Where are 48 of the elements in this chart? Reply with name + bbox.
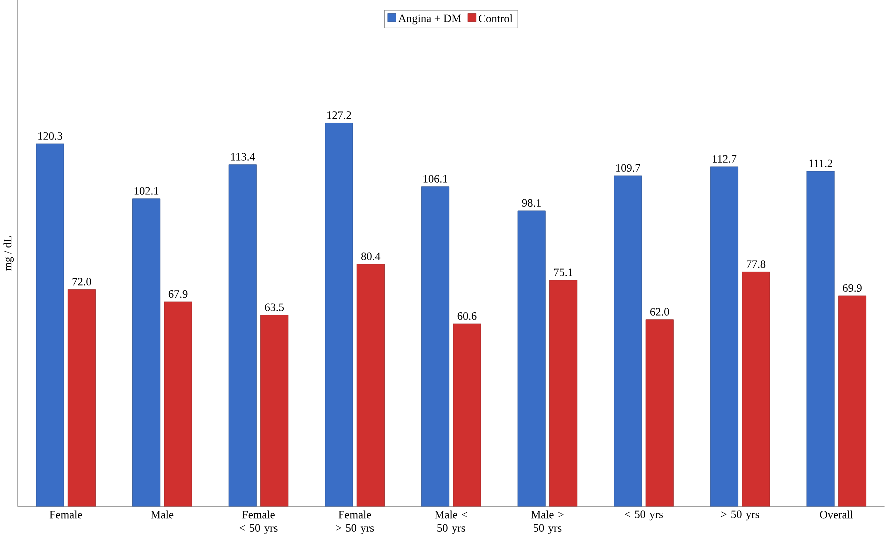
- data-label: 120.3: [38, 132, 62, 140]
- data-label: 113.4: [231, 153, 256, 161]
- x-tick-label: Overall: [820, 510, 854, 519]
- data-label: 60.6: [458, 312, 477, 320]
- x-tick-label: Male: [151, 510, 174, 519]
- bar: [742, 272, 770, 507]
- bar: [518, 210, 546, 507]
- bar: [228, 164, 257, 507]
- x-tick-label: Female: [50, 510, 82, 519]
- data-label: 111.2: [810, 160, 832, 168]
- data-label: 102.1: [134, 187, 159, 195]
- legend-label: Angina + DM: [398, 14, 462, 25]
- bar: [710, 166, 738, 507]
- x-tick-label: > 50 yrs: [721, 510, 760, 521]
- bar: [806, 171, 835, 507]
- bar: [550, 280, 578, 507]
- bar: [132, 198, 161, 507]
- x-tick-label: Female > 50 yrs: [336, 510, 374, 534]
- x-tick-label: Male > 50 yrs: [531, 510, 564, 534]
- data-label: 63.5: [265, 304, 284, 312]
- data-label: 69.9: [843, 284, 862, 292]
- x-tick-label: < 50 yrs: [625, 510, 664, 521]
- data-label: 72.0: [72, 278, 92, 286]
- bar: [164, 302, 192, 507]
- bar: [614, 176, 642, 507]
- x-tick-label: Male < 50 yrs: [435, 510, 468, 534]
- data-label: 67.9: [168, 290, 188, 298]
- legend-label: Control: [479, 14, 513, 23]
- bar: [646, 320, 674, 507]
- bar: [838, 296, 867, 507]
- data-label: 127.2: [328, 112, 352, 120]
- bar: [260, 315, 289, 507]
- bar: [36, 144, 64, 507]
- data-label: 80.4: [362, 252, 381, 260]
- data-label: 109.7: [616, 164, 640, 172]
- data-label: 106.1: [424, 175, 448, 183]
- data-label: 98.1: [522, 199, 542, 207]
- bar: [356, 264, 385, 507]
- bar: [325, 122, 354, 507]
- bar: [68, 289, 96, 507]
- data-label: 75.1: [554, 268, 573, 276]
- bar: [453, 324, 482, 507]
- data-label: 112.7: [713, 155, 737, 163]
- y-axis-title: mg / dL: [4, 236, 14, 272]
- x-tick-label: Female < 50 yrs: [240, 510, 278, 534]
- bar: [421, 186, 450, 507]
- data-label: 77.8: [747, 260, 766, 268]
- data-label: 62.0: [650, 308, 670, 316]
